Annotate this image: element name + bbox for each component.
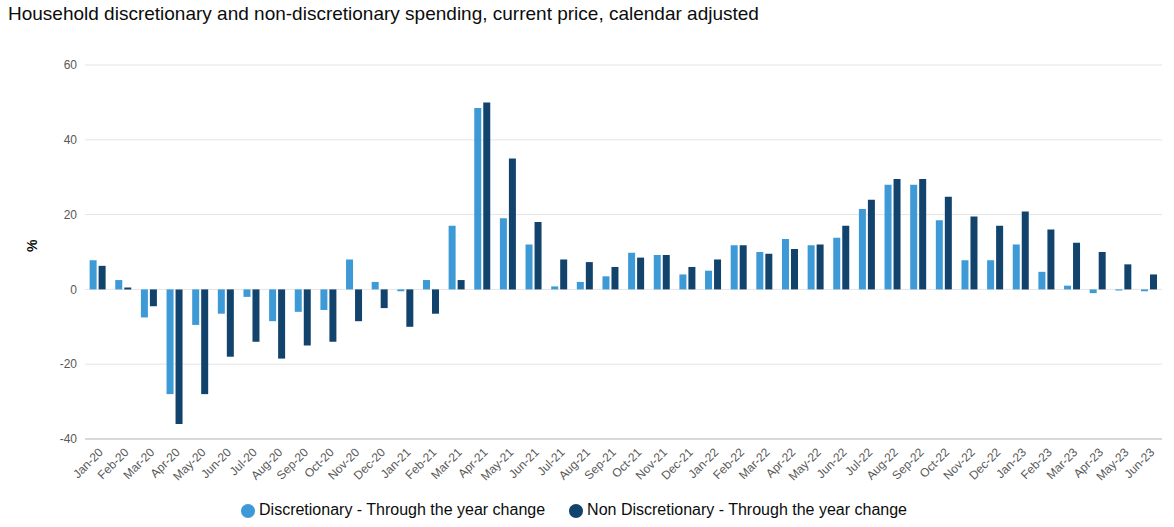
svg-text:Aug-22: Aug-22 [863,445,901,483]
svg-text:May-22: May-22 [786,445,824,483]
svg-text:Apr-23: Apr-23 [1070,445,1106,481]
svg-text:Sep-21: Sep-21 [582,445,619,482]
svg-text:Feb-23: Feb-23 [1018,445,1055,482]
svg-text:Jun-23: Jun-23 [1121,445,1157,481]
svg-text:Apr-21: Apr-21 [455,445,491,481]
svg-text:Aug-20: Aug-20 [248,445,286,483]
html-text:Non Discretionary - Through th: Non Discretionary - Through the year cha… [587,501,907,518]
svg-text:Nov-22: Nov-22 [940,445,978,483]
svg-text:Jan-20: Jan-20 [70,445,106,482]
svg-text:Feb-21: Feb-21 [402,445,440,482]
svg-text:Jun-21: Jun-21 [506,445,542,481]
svg-text:Apr-22: Apr-22 [762,445,799,481]
svg-text:Oct-21: Oct-21 [609,445,645,481]
svg-text:Jul-20: Jul-20 [226,445,260,479]
svg-text:Oct-22: Oct-22 [916,445,953,481]
html-text:Household discretionary and no: Household discretionary and non-discreti… [8,3,759,24]
svg-text:Nov-20: Nov-20 [325,445,363,483]
svg-text:-40: -40 [60,432,78,446]
svg-text:-20: -20 [60,357,78,371]
svg-text:Jan-22: Jan-22 [685,445,722,482]
svg-text:May-21: May-21 [478,445,516,483]
svg-text:Jul-22: Jul-22 [842,445,876,479]
svg-text:Feb-20: Feb-20 [94,445,132,482]
svg-text:Jun-22: Jun-22 [814,445,850,481]
svg-text:May-20: May-20 [170,445,208,483]
svg-text:Apr-20: Apr-20 [147,445,183,481]
svg-text:Mar-23: Mar-23 [1043,445,1081,482]
svg-text:Dec-21: Dec-21 [658,445,696,483]
svg-text:May-23: May-23 [1093,445,1131,483]
svg-text:Mar-20: Mar-20 [120,445,158,482]
html-text:Discretionary - Through the ye: Discretionary - Through the year change [259,501,546,518]
svg-text:%: % [24,239,40,252]
svg-text:Aug-21: Aug-21 [555,445,594,483]
svg-text:Sep-22: Sep-22 [889,445,926,482]
svg-text:Mar-22: Mar-22 [735,445,773,482]
svg-text:Jan-23: Jan-23 [993,445,1030,482]
svg-text:Mar-21: Mar-21 [428,445,465,482]
svg-text:Dec-20: Dec-20 [350,445,388,483]
svg-text:Oct-20: Oct-20 [301,445,337,481]
svg-text:0: 0 [70,283,77,297]
svg-text:Sep-20: Sep-20 [274,445,311,482]
svg-text:Jun-20: Jun-20 [198,445,234,481]
svg-text:Dec-22: Dec-22 [966,445,1004,483]
svg-text:20: 20 [64,208,78,222]
svg-text:60: 60 [64,58,78,72]
svg-text:Jul-21: Jul-21 [534,445,568,479]
svg-text:Feb-22: Feb-22 [710,445,747,482]
svg-text:Jan-21: Jan-21 [377,445,414,482]
svg-text:40: 40 [64,133,78,147]
svg-text:Nov-21: Nov-21 [632,445,671,483]
